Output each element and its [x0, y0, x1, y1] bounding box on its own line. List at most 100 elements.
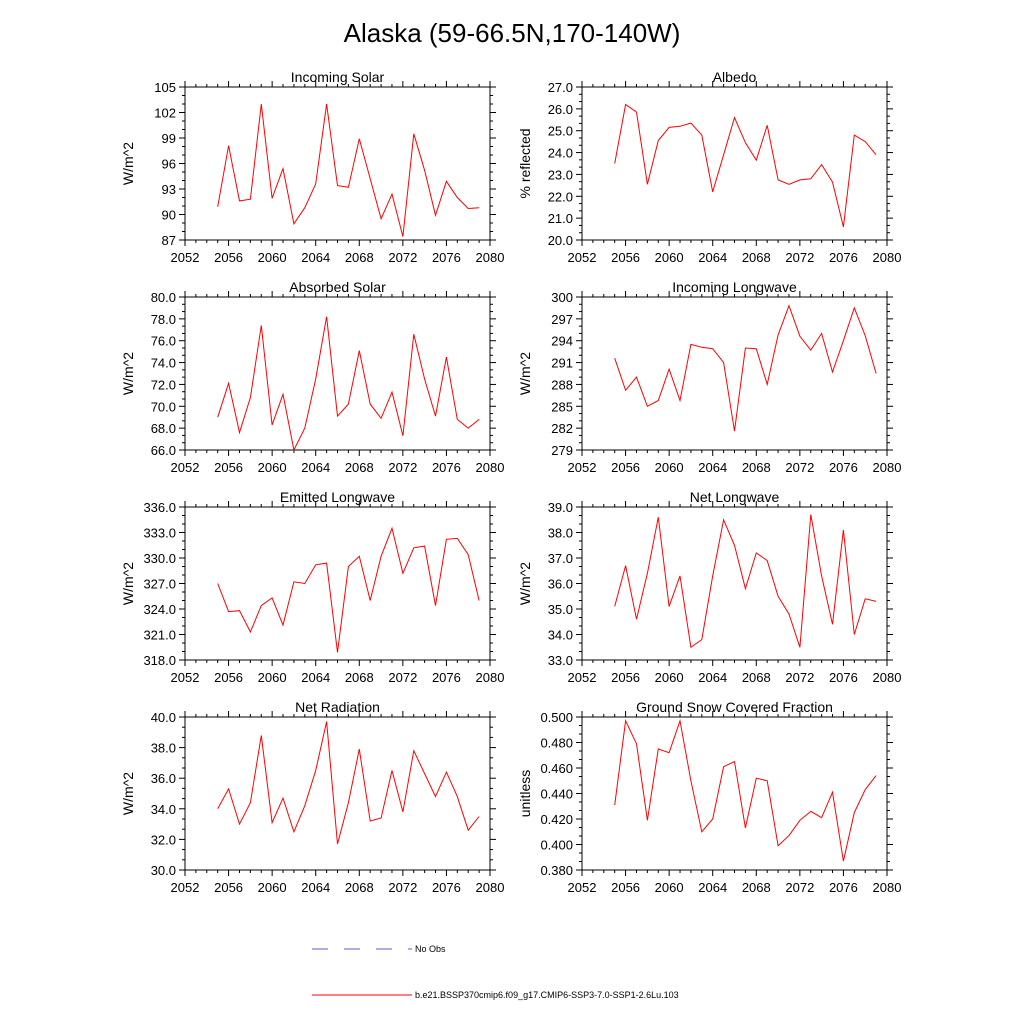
- y-tick-label: 0.460: [540, 761, 573, 776]
- y-tick-label: 291: [551, 356, 573, 371]
- x-tick-label: 2056: [214, 670, 243, 685]
- x-tick-label: 2060: [258, 880, 287, 895]
- x-tick-label: 2064: [301, 460, 330, 475]
- x-tick-label: 2064: [301, 250, 330, 265]
- y-tick-label: 300: [551, 290, 573, 305]
- y-tick-label: 321.0: [143, 628, 176, 643]
- y-axis-label: W/m^2: [517, 562, 533, 605]
- x-tick-label: 2056: [611, 670, 640, 685]
- y-axis-label: W/m^2: [120, 352, 136, 395]
- y-tick-label: 72.0: [151, 377, 176, 392]
- y-tick-label: 87: [162, 233, 176, 248]
- x-tick-label: 2076: [829, 670, 858, 685]
- y-tick-label: 33.0: [548, 653, 573, 668]
- x-tick-label: 2080: [873, 250, 902, 265]
- y-tick-label: 80.0: [151, 290, 176, 305]
- x-tick-label: 2072: [785, 250, 814, 265]
- x-tick-label: 2076: [829, 460, 858, 475]
- series-line: [614, 304, 877, 432]
- y-tick-label: 93: [162, 182, 176, 197]
- series-line: [614, 103, 877, 228]
- y-tick-label: 74.0: [151, 356, 176, 371]
- y-tick-label: 333.0: [143, 526, 176, 541]
- y-axis-label: W/m^2: [120, 142, 136, 185]
- chart-title: Net Radiation: [295, 699, 380, 715]
- x-tick-label: 2060: [655, 670, 684, 685]
- y-tick-label: 34.0: [151, 802, 176, 817]
- x-tick-label: 2060: [258, 250, 287, 265]
- x-tick-label: 2072: [388, 460, 417, 475]
- y-axis-label: unitless: [517, 770, 533, 817]
- y-tick-label: 70.0: [151, 399, 176, 414]
- y-tick-label: 324.0: [143, 602, 176, 617]
- x-tick-label: 2068: [345, 880, 374, 895]
- plot-frame: [184, 506, 491, 661]
- y-tick-label: 66.0: [151, 443, 176, 458]
- x-tick-label: 2076: [432, 670, 461, 685]
- y-tick-label: 25.0: [548, 124, 573, 139]
- x-tick-label: 2068: [742, 670, 771, 685]
- x-tick-label: 2068: [742, 460, 771, 475]
- x-tick-label: 2068: [345, 670, 374, 685]
- x-tick-label: 2064: [301, 880, 330, 895]
- x-tick-label: 2068: [345, 460, 374, 475]
- y-tick-label: 27.0: [548, 80, 573, 95]
- chart-absorbed-solar: Absorbed Solar 2052 2056 2060 2064 2068 2072 20…: [120, 279, 504, 475]
- chart-emitted-longwave: Emitted Longwave 2052 2056 2060 2064 2068 2072…: [120, 489, 504, 685]
- x-tick-label: 2068: [345, 250, 374, 265]
- x-tick-label: 2052: [568, 250, 597, 265]
- y-tick-label: 279: [551, 443, 573, 458]
- y-tick-label: 76.0: [151, 334, 176, 349]
- x-tick-label: 2076: [432, 460, 461, 475]
- y-tick-label: 0.480: [540, 736, 573, 751]
- y-tick-label: 78.0: [151, 312, 176, 327]
- x-tick-label: 2056: [214, 250, 243, 265]
- figure-title: Alaska (59-66.5N,170-140W): [344, 18, 681, 48]
- y-tick-label: 36.0: [151, 771, 176, 786]
- x-tick-label: 2064: [301, 670, 330, 685]
- y-tick-label: 285: [551, 399, 573, 414]
- x-tick-label: 2056: [611, 460, 640, 475]
- x-tick-label: 2060: [655, 250, 684, 265]
- y-tick-label: 39.0: [548, 500, 573, 515]
- x-tick-label: 2060: [655, 880, 684, 895]
- x-tick-label: 2064: [698, 670, 727, 685]
- series-line: [217, 721, 480, 845]
- x-tick-label: 2072: [785, 880, 814, 895]
- y-tick-label: 0.400: [540, 838, 573, 853]
- x-tick-label: 2056: [214, 880, 243, 895]
- chart-title: Albedo: [713, 69, 757, 85]
- legend: No Obs b.e21.BSSP370cmip6.f09_g17.CMIP6-…: [312, 944, 679, 1000]
- series-line: [614, 514, 877, 649]
- y-tick-label: 99: [162, 131, 176, 146]
- y-tick-label: 318.0: [143, 653, 176, 668]
- plot-frame: [184, 86, 491, 241]
- y-tick-label: 0.500: [540, 710, 573, 725]
- chart-title: Ground Snow Covered Fraction: [636, 699, 833, 715]
- x-tick-label: 2080: [873, 460, 902, 475]
- series-line: [614, 718, 877, 862]
- y-tick-label: 294: [551, 334, 573, 349]
- x-tick-label: 2064: [698, 460, 727, 475]
- chart-net-radiation: Net Radiation 2052 2056 2060 2064 2068 2072 207…: [120, 699, 504, 895]
- legend-label-model: b.e21.BSSP370cmip6.f09_g17.CMIP6-SSP3-7.…: [415, 990, 679, 1000]
- chart-net-longwave: Net Longwave 2052 2056 2060 2064 2068 2072 2076…: [517, 489, 901, 685]
- x-tick-label: 2072: [785, 460, 814, 475]
- y-tick-label: 26.0: [548, 102, 573, 117]
- x-tick-label: 2080: [873, 670, 902, 685]
- y-tick-label: 105: [154, 80, 176, 95]
- x-tick-label: 2060: [258, 670, 287, 685]
- x-tick-label: 2064: [698, 880, 727, 895]
- x-tick-label: 2080: [873, 880, 902, 895]
- y-tick-label: 330.0: [143, 551, 176, 566]
- x-tick-label: 2052: [568, 460, 597, 475]
- y-tick-label: 38.0: [548, 526, 573, 541]
- y-axis-label: W/m^2: [120, 562, 136, 605]
- x-tick-label: 2052: [171, 250, 200, 265]
- x-tick-label: 2060: [258, 460, 287, 475]
- x-tick-label: 2080: [476, 670, 505, 685]
- x-tick-label: 2076: [829, 880, 858, 895]
- x-tick-label: 2052: [568, 880, 597, 895]
- x-tick-label: 2080: [476, 880, 505, 895]
